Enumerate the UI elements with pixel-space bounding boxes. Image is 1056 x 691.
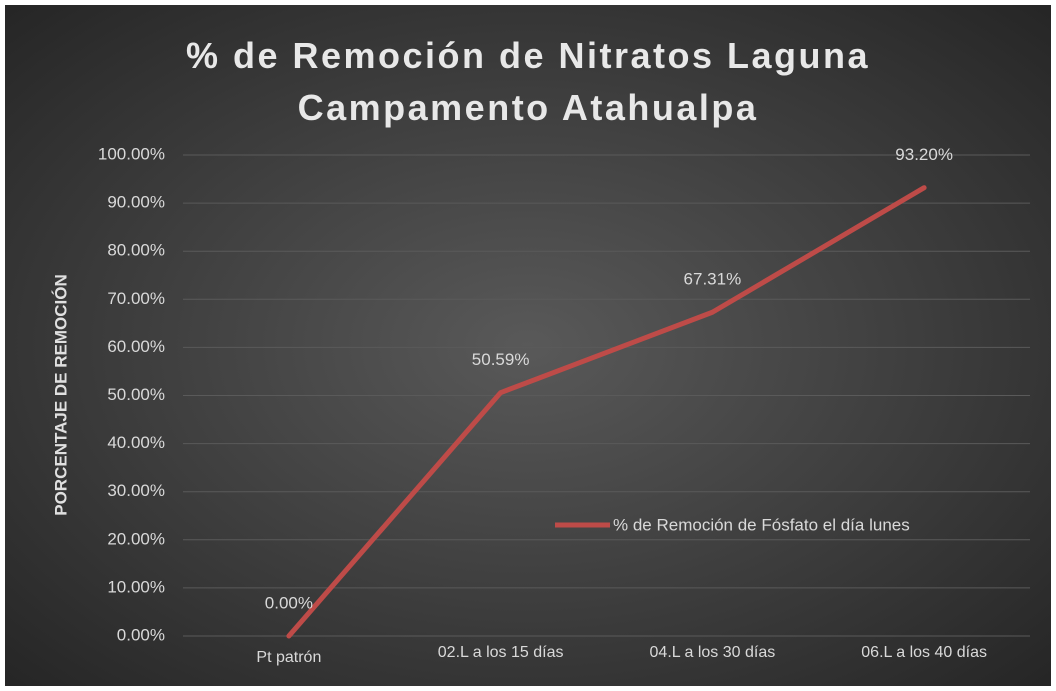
x-tick-label: 02.L a los 15 días (438, 644, 564, 661)
data-label: 93.20% (895, 145, 953, 164)
x-tick-label: 04.L a los 30 días (650, 644, 776, 661)
y-tick-label: 70.00% (107, 289, 165, 308)
data-label: 0.00% (265, 593, 313, 612)
data-label: 50.59% (472, 350, 530, 369)
chart-title: % de Remoción de Nitratos Laguna Campame… (185, 35, 871, 128)
y-axis-title: PORCENTAJE DE REMOCIÓN (51, 274, 70, 516)
series-line (286, 185, 927, 639)
y-tick-label: 80.00% (107, 241, 165, 260)
x-tick-label: 06.L a los 40 días (861, 644, 987, 661)
y-tick-label: 30.00% (107, 481, 165, 500)
y-tick-label: 100.00% (98, 144, 165, 163)
y-tick-label: 20.00% (107, 529, 165, 548)
y-tick-label: 50.00% (107, 385, 165, 404)
y-tick-label: 10.00% (107, 577, 165, 596)
y-tick-label: 90.00% (107, 193, 165, 212)
chart-background (5, 5, 1051, 686)
y-tick-label: 0.00% (117, 625, 165, 644)
legend-label: % de Remoción de Fósfato el día lunes (613, 515, 910, 534)
y-tick-label: 40.00% (107, 433, 165, 452)
data-label: 67.31% (684, 270, 742, 289)
y-tick-label: 60.00% (107, 337, 165, 356)
x-tick-label: Pt patrón (256, 649, 321, 666)
